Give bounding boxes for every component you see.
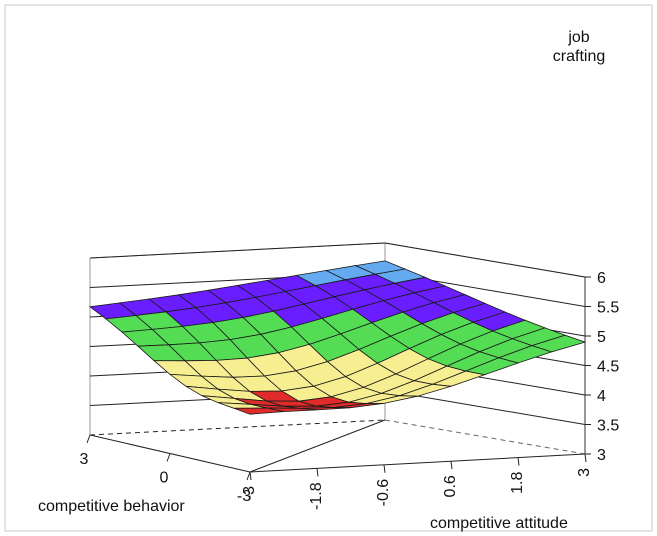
plot-frame: [4, 4, 653, 532]
x-tick-label: 0.6: [442, 475, 459, 497]
z-tick-label: 3: [597, 447, 606, 464]
y-tick: [246, 471, 251, 481]
y-tick: [86, 434, 91, 444]
z-tick-label: 4: [597, 388, 606, 405]
x-tick: [383, 464, 386, 473]
z-grid-line: [89, 242, 386, 259]
y-tick-label: -3: [237, 488, 251, 505]
z-tick-label: 4.5: [597, 359, 619, 376]
x-tick-label: 3: [576, 468, 593, 477]
x-tick: [450, 461, 453, 470]
floor-edge-right: [384, 419, 586, 455]
z-axis-title-line-2: crafting: [553, 48, 605, 65]
x-tick-label: -0.6: [375, 479, 392, 507]
x-tick: [249, 471, 252, 481]
x-tick-label: -1.8: [308, 482, 325, 510]
floor-edge-back: [89, 419, 386, 436]
x-tick: [316, 468, 319, 477]
x-tick: [517, 457, 520, 466]
y-axis-title: competitive behavior: [38, 498, 185, 515]
z-tick-label: 6: [597, 270, 606, 287]
y-tick: [166, 453, 171, 462]
x-axis-title: competitive attitude: [430, 515, 568, 532]
floor-diagonal: [249, 419, 386, 473]
x-tick-label: 1.8: [509, 472, 526, 494]
surface-mesh: [88, 260, 587, 415]
z-grid-line: [384, 242, 586, 278]
x-axis-line: [249, 453, 586, 473]
z-tick-label: 5.5: [597, 300, 619, 317]
y-tick-label: 0: [160, 470, 169, 487]
x-tick-label: -3: [241, 486, 258, 500]
z-tick-label: 3.5: [597, 418, 619, 435]
surface-cell: [233, 407, 284, 415]
z-tick-label: 5: [597, 329, 606, 346]
axes: 33.544.555.56-3 -1.8 -0.6 0.6 1.8 330-3: [80, 270, 620, 510]
y-tick-label: 3: [80, 451, 89, 468]
x-tick: [584, 453, 587, 463]
z-axis-title-line-1: job: [567, 29, 589, 46]
